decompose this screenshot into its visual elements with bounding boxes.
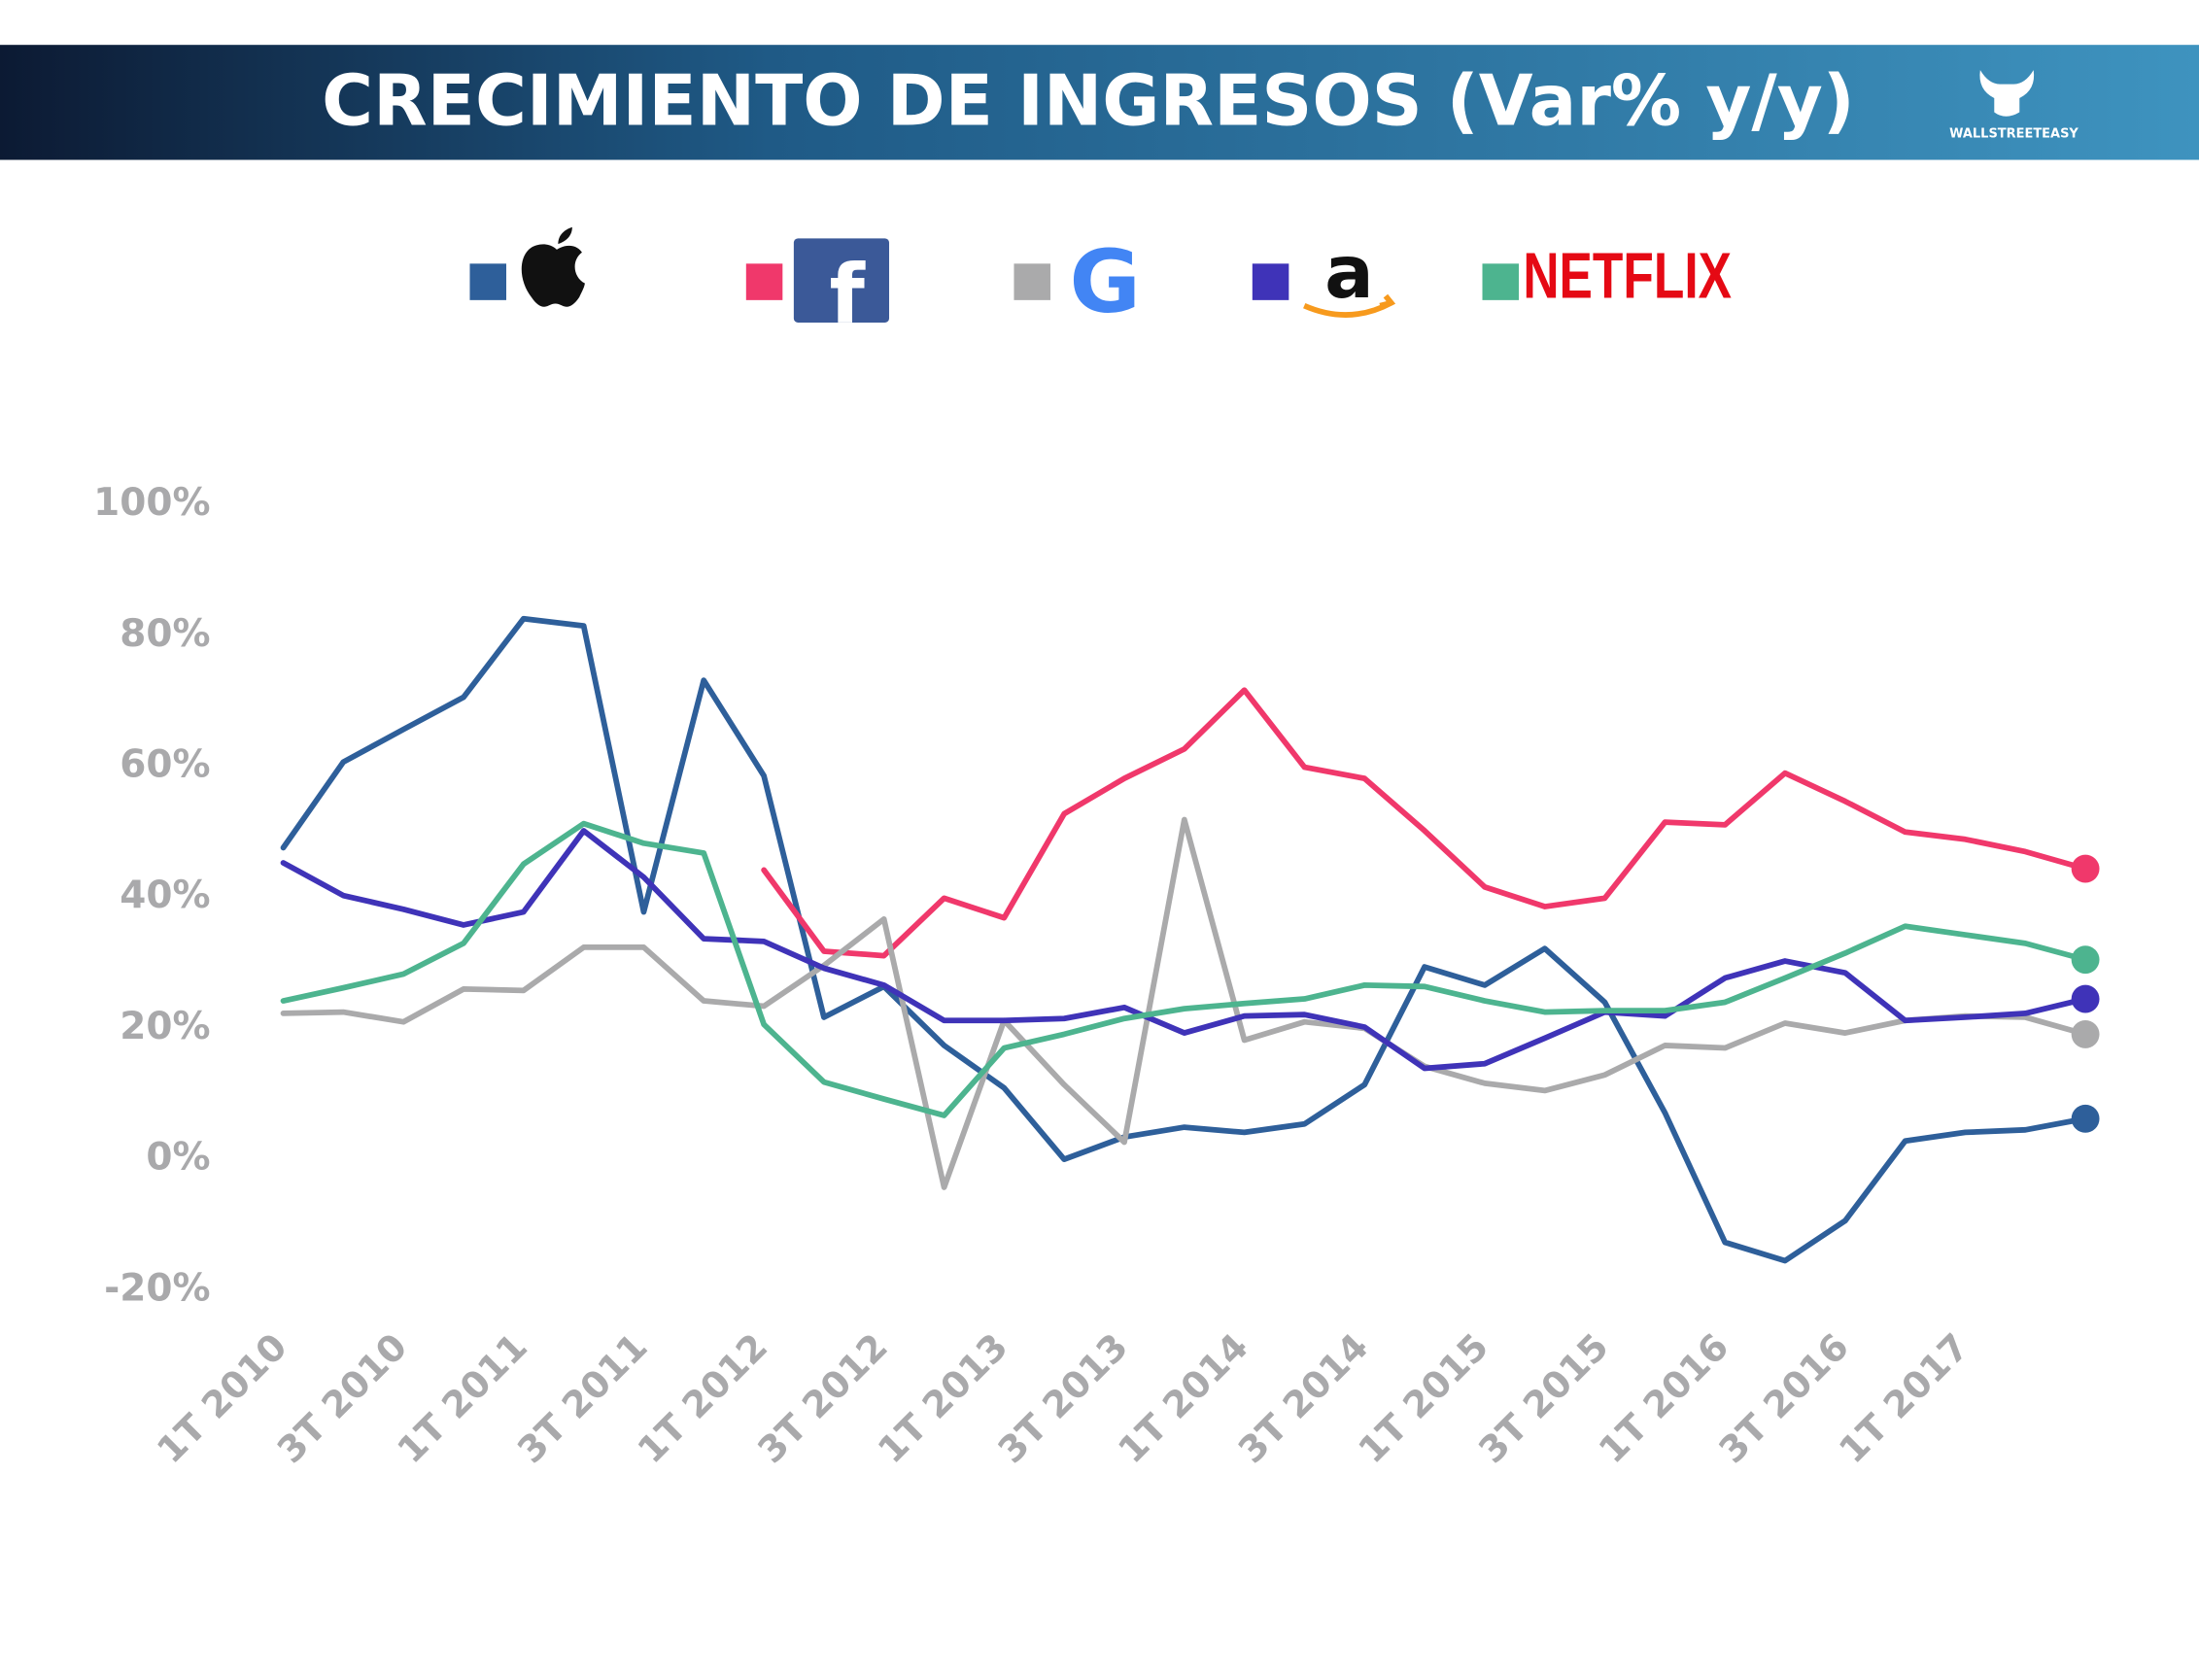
x-tick-label: 1T 2017 (1831, 1325, 1977, 1472)
x-tick-label: 1T 2015 (1350, 1325, 1496, 1472)
series-line (280, 820, 2088, 1118)
x-tick-label: 1T 2012 (629, 1325, 775, 1472)
x-tick-label: 1T 2013 (870, 1325, 1016, 1472)
series-line (280, 828, 2088, 1072)
y-tick-label: 0% (146, 1136, 210, 1180)
end-marker (2071, 1104, 2100, 1133)
legend-label: a (1324, 229, 1374, 315)
y-tick-label: 60% (120, 742, 210, 786)
x-tick-label: 1T 2011 (389, 1325, 535, 1472)
y-tick-label: -20% (104, 1266, 210, 1310)
amazon-smile (1303, 293, 1396, 318)
x-tick-label: 1T 2010 (149, 1325, 295, 1472)
x-tick-label: 1T 2014 (1110, 1325, 1256, 1472)
x-tick-label: 3T 2011 (509, 1325, 656, 1472)
end-marker (2071, 854, 2100, 883)
brand-text: WALLSTREETEASY (1949, 126, 2079, 141)
x-tick-label: 3T 2015 (1470, 1325, 1617, 1472)
x-tick-label: 3T 2013 (989, 1325, 1136, 1472)
legend-swatch (1014, 263, 1050, 300)
legend-label: f (830, 247, 867, 342)
series-line (280, 816, 2088, 1190)
legend-swatch (745, 263, 783, 300)
y-tick-label: 100% (93, 481, 210, 525)
end-marker (2071, 984, 2100, 1013)
legend-swatch (1252, 263, 1289, 300)
x-tick-label: 3T 2016 (1710, 1325, 1857, 1472)
x-tick-label: 3T 2012 (749, 1325, 896, 1472)
legend-label: G (1070, 231, 1141, 332)
legend: f G a NETFLIX (469, 226, 1732, 342)
x-tick-label: 3T 2010 (269, 1325, 416, 1472)
y-tick-label: 80% (120, 612, 210, 656)
legend-label: NETFLIX (1523, 239, 1732, 312)
chart-title: CRECIMIENTO DE INGRESOS (Var% y/y) (322, 60, 1855, 142)
y-tick-label: 40% (120, 874, 210, 917)
end-marker (2071, 945, 2100, 975)
legend-swatch (469, 263, 507, 300)
x-tick-label: 3T 2014 (1230, 1325, 1377, 1472)
x-tick-label: 1T 2016 (1591, 1325, 1737, 1472)
header-band (0, 45, 2199, 160)
facebook-logo (793, 238, 890, 323)
end-marker (2071, 1020, 2100, 1048)
series-line (761, 687, 2088, 959)
y-tick-label: 20% (120, 1005, 210, 1048)
apple-logo (521, 226, 585, 307)
series-line (280, 615, 2088, 1264)
legend-swatch (1482, 263, 1520, 300)
brand-logo: WALLSTREETEASY (1949, 70, 2079, 141)
